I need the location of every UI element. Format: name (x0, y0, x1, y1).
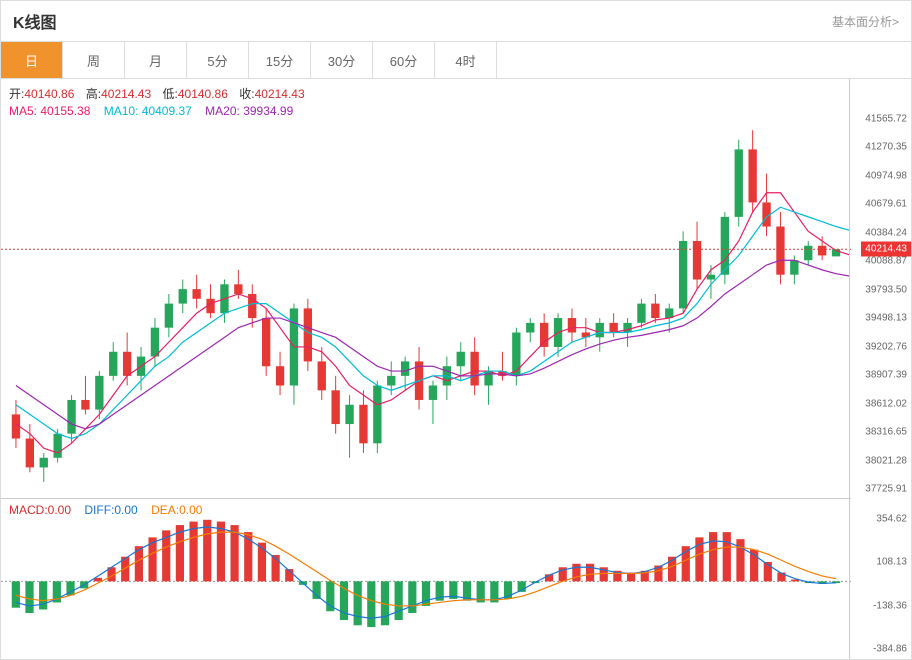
ma20-label: MA20: 39934.99 (205, 104, 293, 118)
price-tick: 41270.35 (865, 142, 907, 153)
open-label: 开: (9, 87, 24, 101)
price-axis: 41565.72 41270.35 40974.98 40679.61 40384.24… (849, 79, 911, 499)
chart-title: K线图 (13, 9, 57, 33)
macd-chart[interactable] (1, 499, 851, 659)
tab-日[interactable]: 日 (1, 42, 63, 78)
chart-header: K线图 基本面分析> (1, 1, 911, 42)
macd-tick: 354.62 (876, 514, 907, 525)
price-tick: 39202.76 (865, 341, 907, 352)
candlestick-chart[interactable] (1, 79, 851, 499)
tab-60分[interactable]: 60分 (373, 42, 435, 78)
price-tick: 41565.72 (865, 114, 907, 125)
tab-周[interactable]: 周 (63, 42, 125, 78)
tab-5分[interactable]: 5分 (187, 42, 249, 78)
macd-info: MACD:0.00 DIFF:0.00 DEA:0.00 (9, 503, 212, 517)
tab-月[interactable]: 月 (125, 42, 187, 78)
price-tick: 40088.87 (865, 256, 907, 267)
low-value: 40140.86 (178, 87, 228, 101)
price-tick: 39498.13 (865, 313, 907, 324)
high-value: 40214.43 (101, 87, 151, 101)
ma5-label: MA5: 40155.38 (9, 104, 90, 118)
price-tick: 40679.61 (865, 199, 907, 210)
ohlc-info: 开:40140.86 高:40214.43 低:40140.86 收:40214… (9, 85, 313, 118)
price-tick: 37725.91 (865, 484, 907, 495)
tab-30分[interactable]: 30分 (311, 42, 373, 78)
tab-4时[interactable]: 4时 (435, 42, 497, 78)
price-tick: 38316.65 (865, 427, 907, 438)
close-label: 收: (239, 87, 254, 101)
open-value: 40140.86 (24, 87, 74, 101)
price-tick: 40384.24 (865, 227, 907, 238)
ma10-label: MA10: 40409.37 (104, 104, 192, 118)
price-tick: 40974.98 (865, 170, 907, 181)
dea-label: DEA:0.00 (151, 503, 202, 517)
timeframe-tabs: 日周月5分15分30分60分4时 (1, 42, 911, 79)
chart-area: 开:40140.86 高:40214.43 低:40140.86 收:40214… (1, 79, 911, 659)
price-tick: 38021.28 (865, 455, 907, 466)
high-label: 高: (86, 87, 101, 101)
macd-label: MACD:0.00 (9, 503, 71, 517)
macd-axis: 354.62 108.13 -138.36 -384.86 (849, 499, 911, 659)
macd-tick: -384.86 (873, 644, 907, 655)
analysis-link[interactable]: 基本面分析> (832, 13, 899, 30)
diff-label: DIFF:0.00 (84, 503, 137, 517)
price-tick: 38612.02 (865, 398, 907, 409)
price-tick: 38907.39 (865, 370, 907, 381)
price-tick: 39793.50 (865, 284, 907, 295)
chart-container: K线图 基本面分析> 日周月5分15分30分60分4时 开:40140.86 高… (0, 0, 912, 660)
close-value: 40214.43 (255, 87, 305, 101)
tab-15分[interactable]: 15分 (249, 42, 311, 78)
macd-tick: -138.36 (873, 600, 907, 611)
macd-tick: 108.13 (876, 557, 907, 568)
low-label: 低: (163, 87, 178, 101)
current-price-badge: 40214.43 (861, 242, 911, 257)
